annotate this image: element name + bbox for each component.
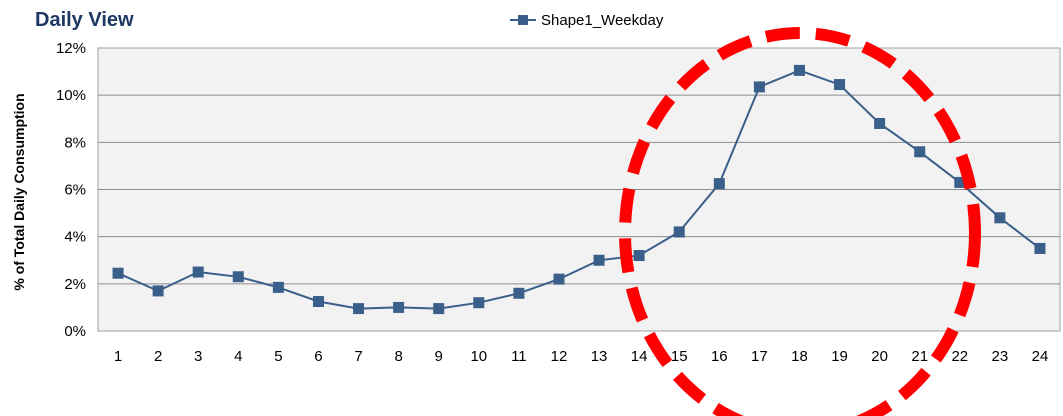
x-tick-label: 4 [234,348,242,365]
data-point-marker [633,250,645,262]
x-tick-label: 17 [751,348,768,365]
x-tick-label: 14 [631,348,648,365]
x-tick-label: 21 [911,348,928,365]
series-group [112,64,1046,315]
series-line [117,69,1041,310]
legend-label: Shape1_Weekday [541,12,664,29]
data-point-marker [272,281,284,293]
x-tick-labels: 1 2 3 4 5 6 7 8 9 10 11 12 13 14 15 16 17 18 19 20 21 22 23 24 [114,348,1048,365]
data-point-marker [1034,242,1046,254]
y-axis-label: % of Total Daily Consumption [11,93,27,290]
x-tick-label: 19 [831,348,848,365]
chart-title: Daily View [35,9,134,31]
highlight-ellipse [619,27,981,416]
data-point-marker [232,271,244,283]
data-point-marker [473,297,485,309]
legend-marker [518,15,528,25]
x-tick-label: 20 [871,348,888,365]
x-tick-label: 18 [791,348,808,365]
gridlines [98,94,1060,285]
data-point-marker [753,81,765,93]
data-point-marker [553,273,565,285]
x-tick-label: 7 [354,348,362,365]
data-point-marker [433,303,445,315]
data-point-marker [353,303,365,315]
data-point-marker [874,117,886,129]
x-tick-label: 5 [274,348,282,365]
y-tick-label: 2% [64,276,86,293]
y-tick-label: 12% [56,40,86,57]
data-point-marker [793,64,805,76]
data-point-marker [312,296,324,308]
data-point-marker [673,226,685,238]
data-point-marker [152,285,164,297]
y-tick-label: 4% [64,229,86,246]
y-tick-label: 0% [64,323,86,340]
x-tick-label: 6 [314,348,322,365]
data-point-marker [713,178,725,190]
x-tick-label: 8 [394,348,402,365]
x-tick-label: 13 [591,348,608,365]
x-tick-label: 15 [671,348,688,365]
x-tick-label: 10 [470,348,487,365]
x-tick-label: 11 [511,348,527,365]
x-tick-label: 24 [1032,348,1049,365]
x-tick-label: 2 [154,348,162,365]
data-point-marker [834,79,846,91]
chart-legend: Shape1_Weekday [510,12,664,29]
x-tick-label: 16 [711,348,728,365]
x-tick-label: 23 [992,348,1009,365]
data-point-marker [513,287,525,299]
x-tick-label: 22 [951,348,968,365]
data-point-marker [192,266,204,278]
x-tick-label: 9 [435,348,443,365]
data-point-marker [914,146,926,158]
data-point-marker [112,267,124,279]
data-point-marker [593,254,605,266]
x-tick-label: 3 [194,348,202,365]
y-tick-label: 8% [64,134,86,151]
x-tick-label: 12 [551,348,568,365]
x-tick-label: 1 [114,348,122,365]
y-tick-label: 10% [56,87,86,104]
y-tick-labels: 0% 2% 4% 6% 8% 10% 12% [56,40,86,340]
data-point-marker [954,176,966,188]
data-point-marker [393,301,405,313]
y-tick-label: 6% [64,182,86,199]
data-point-marker [994,212,1006,224]
